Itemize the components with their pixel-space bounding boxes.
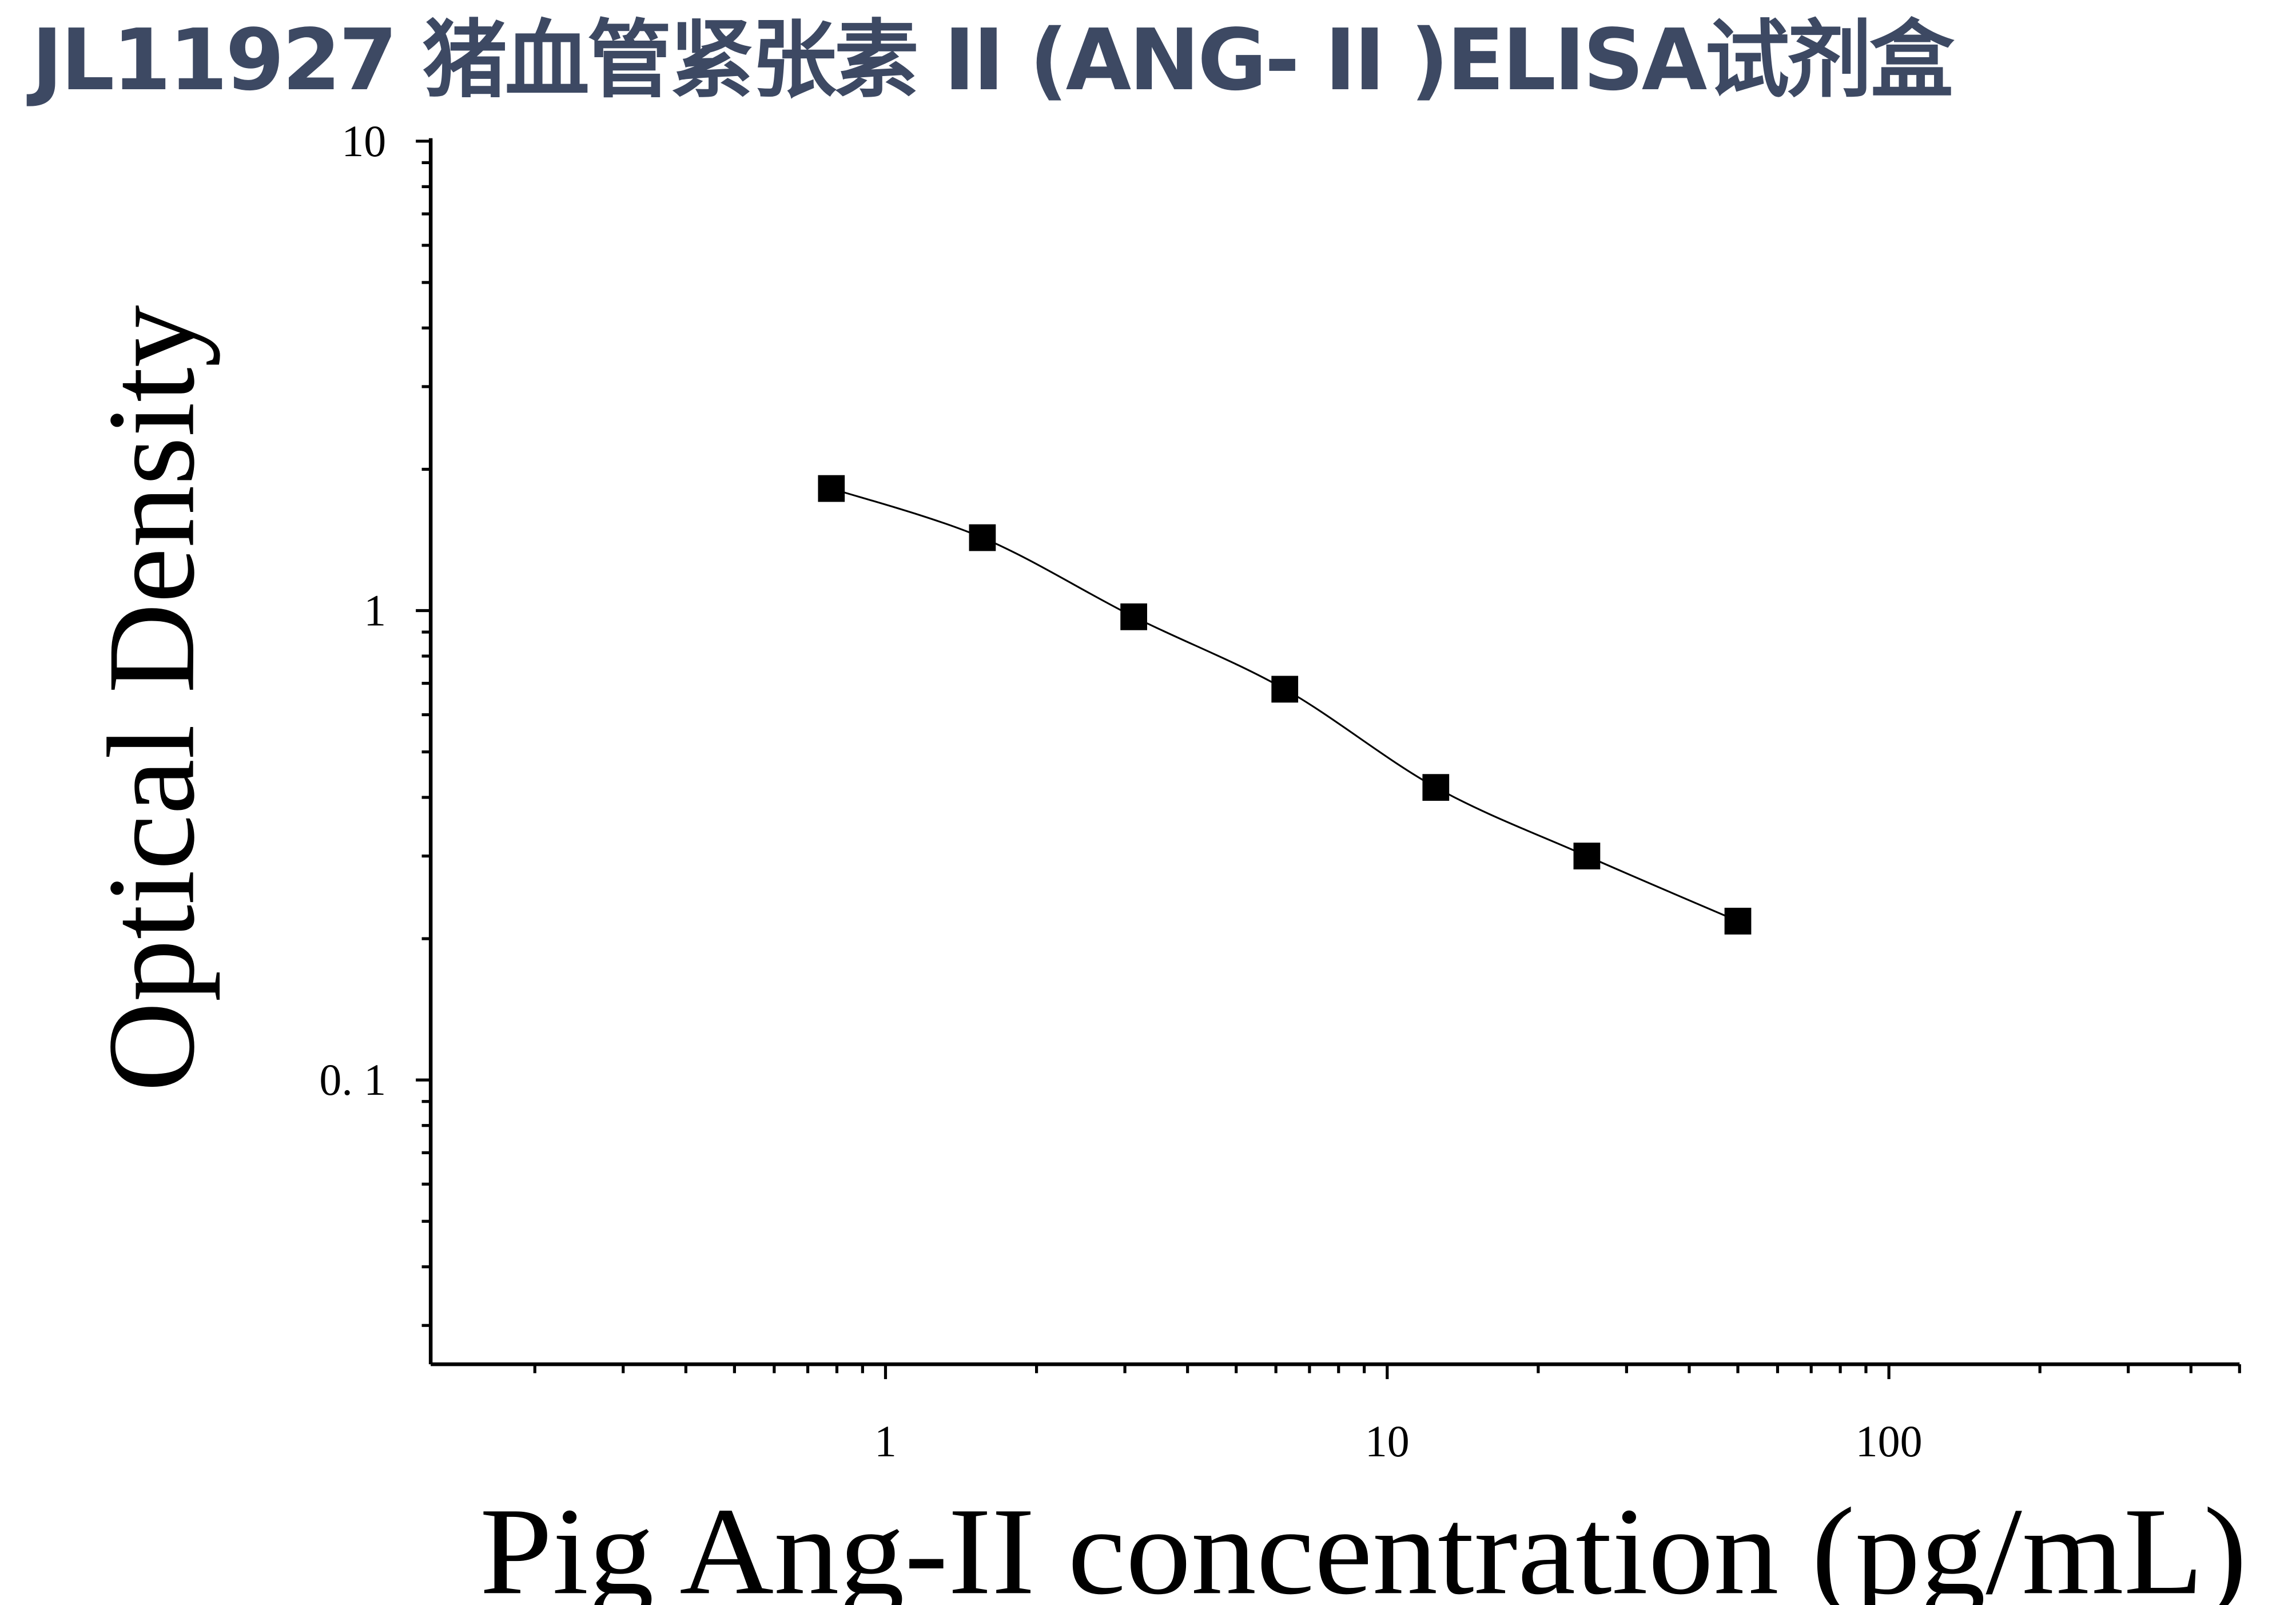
data-point: [818, 475, 845, 502]
y-axis-label: Optical Density: [83, 305, 221, 1092]
data-point: [1573, 843, 1601, 869]
data-point: [969, 524, 996, 551]
y-tick-label: 0. 1: [319, 1055, 386, 1105]
x-axis-label: Pig Ang-II concentration (pg/mL): [480, 1483, 2247, 1605]
axes: [428, 138, 2240, 1366]
data-point: [1120, 603, 1147, 630]
data-points: [818, 475, 1752, 935]
y-tick-label: 1: [364, 586, 386, 635]
x-tick-label: 1: [874, 1417, 897, 1466]
data-point: [1724, 908, 1752, 935]
data-point: [1271, 676, 1299, 703]
chart-title: JL11927 猪血管紧张素 II (ANG- II )ELISA试剂盒: [31, 11, 1954, 109]
ticks: [416, 140, 2241, 1380]
y-tick-label: 10: [341, 117, 386, 166]
x-tick-label: 100: [1856, 1417, 1923, 1466]
fitted-curve: [831, 487, 1738, 922]
tick-labels: 0. 1 1 10 1 10 100: [319, 117, 1922, 1466]
x-tick-label: 10: [1365, 1417, 1410, 1466]
data-point: [1422, 774, 1450, 801]
